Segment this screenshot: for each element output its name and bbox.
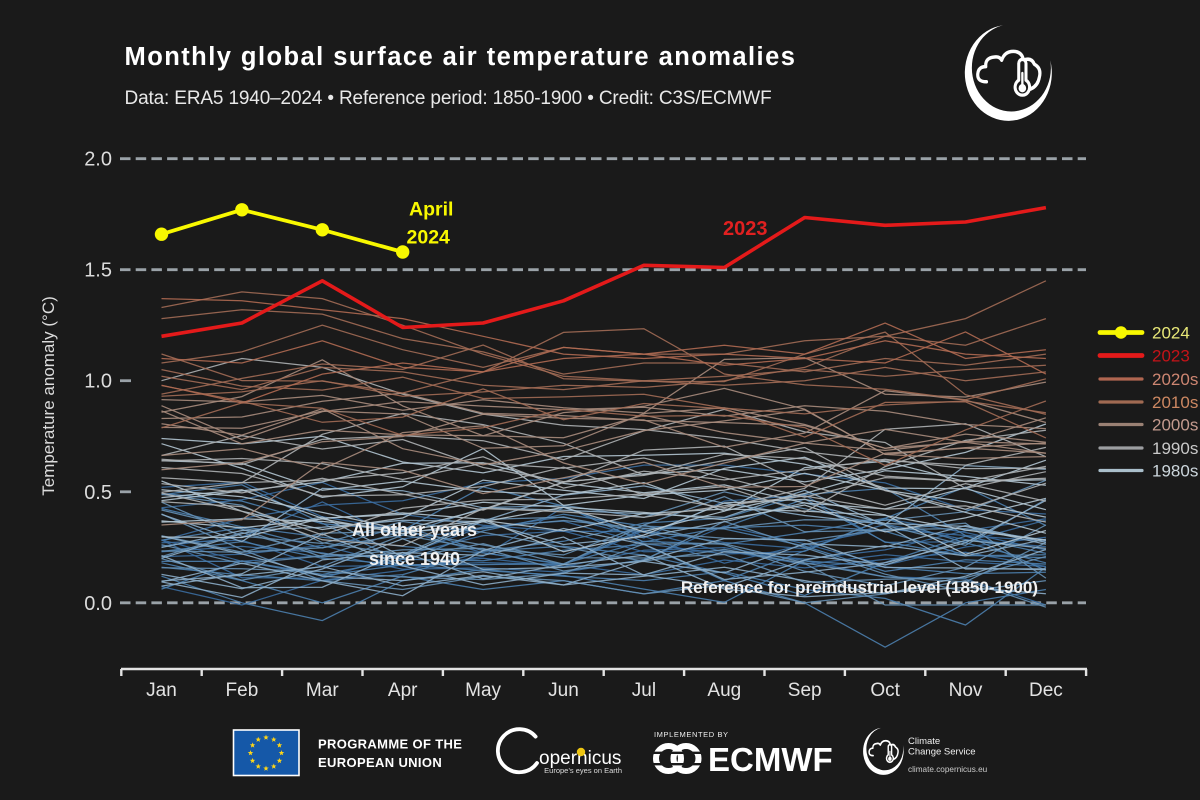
svg-text:All other years: All other years (352, 520, 477, 540)
svg-text:2023: 2023 (1152, 347, 1190, 366)
svg-text:2000s: 2000s (1152, 416, 1198, 435)
svg-text:2023: 2023 (723, 218, 768, 240)
svg-text:2024: 2024 (407, 227, 451, 249)
svg-text:since 1940: since 1940 (369, 549, 460, 569)
svg-text:Reference for preindustrial le: Reference for preindustrial level (1850-… (681, 578, 1038, 597)
svg-text:2010s: 2010s (1152, 393, 1198, 412)
svg-text:EUROPEAN UNION: EUROPEAN UNION (318, 755, 442, 770)
svg-text:Change Service: Change Service (908, 747, 976, 758)
svg-text:Europe’s eyes on Earth: Europe’s eyes on Earth (544, 766, 622, 775)
svg-text:Data: ERA5 1940–2024 • Referen: Data: ERA5 1940–2024 • Reference period:… (125, 88, 772, 109)
svg-text:ECMWF: ECMWF (708, 741, 833, 778)
svg-text:1980s: 1980s (1152, 462, 1198, 481)
svg-text:1.5: 1.5 (84, 260, 112, 282)
svg-text:PROGRAMME OF THE: PROGRAMME OF THE (318, 737, 462, 752)
svg-text:2024: 2024 (1152, 324, 1190, 343)
svg-text:Apr: Apr (388, 680, 418, 701)
svg-text:IMPLEMENTED BY: IMPLEMENTED BY (654, 730, 729, 739)
svg-text:2020s: 2020s (1152, 370, 1198, 389)
svg-text:climate.copernicus.eu: climate.copernicus.eu (908, 765, 988, 774)
svg-text:2.0: 2.0 (84, 149, 112, 171)
svg-text:1.0: 1.0 (84, 371, 112, 393)
svg-text:Temperature anomaly (°C): Temperature anomaly (°C) (39, 296, 58, 496)
svg-text:Aug: Aug (707, 680, 741, 701)
svg-text:May: May (465, 680, 501, 701)
svg-text:Jun: Jun (548, 680, 579, 701)
svg-text:0.0: 0.0 (84, 593, 112, 615)
svg-text:1990s: 1990s (1152, 439, 1198, 458)
svg-text:Sep: Sep (788, 680, 822, 701)
svg-text:Jan: Jan (146, 680, 177, 701)
svg-text:April: April (409, 199, 453, 221)
svg-text:0.5: 0.5 (84, 482, 112, 504)
svg-text:Oct: Oct (870, 680, 900, 701)
svg-text:Climate: Climate (908, 736, 940, 747)
svg-text:Mar: Mar (306, 680, 339, 701)
svg-text:Nov: Nov (949, 680, 983, 701)
svg-text:Dec: Dec (1029, 680, 1063, 701)
svg-text:opernicus: opernicus (539, 748, 621, 769)
svg-text:Jul: Jul (632, 680, 656, 701)
svg-text:Monthly global surface air tem: Monthly global surface air temperature a… (125, 43, 797, 71)
svg-text:Feb: Feb (226, 680, 259, 701)
